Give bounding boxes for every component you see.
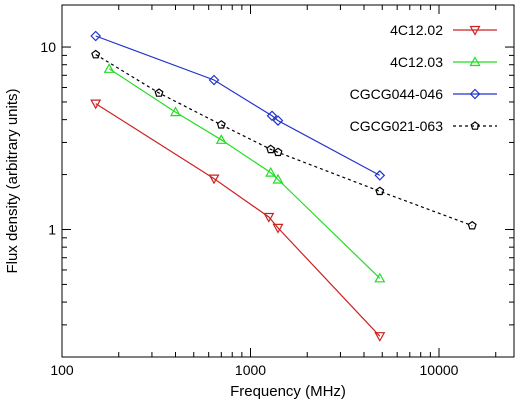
y-tick-label: 1: [48, 221, 56, 237]
data-point: [215, 134, 227, 144]
legend-item: 4C12.02: [390, 22, 497, 38]
data-point: [272, 115, 284, 126]
series-line: [95, 53, 473, 227]
series-line: [95, 35, 381, 176]
legend-item: 4C12.03: [390, 54, 497, 70]
data-point: [263, 212, 275, 223]
legend: 4C12.02 4C12.03 CGCG044-046 CGCG021-063: [350, 22, 497, 134]
data-point: [374, 272, 386, 283]
y-tick-label: 10: [40, 39, 56, 55]
x-tick-label: 100: [50, 362, 74, 378]
x-tick-label: 10000: [420, 362, 459, 378]
legend-label: 4C12.02: [390, 22, 443, 38]
legend-item: CGCG044-046: [350, 86, 497, 102]
legend-label: 4C12.03: [390, 54, 443, 70]
x-axis-label: Frequency (MHz): [230, 383, 346, 400]
data-point: [154, 88, 164, 97]
data-point: [265, 166, 277, 177]
data-point: [266, 110, 278, 122]
data-point: [266, 144, 276, 154]
series-4C12.03: [103, 63, 386, 283]
data-point: [467, 220, 477, 230]
data-point: [91, 49, 101, 59]
plot-frame: [61, 4, 515, 358]
data-point: [273, 147, 283, 157]
data-point: [103, 63, 115, 73]
y-axis-label: Flux density (arbitrary units): [4, 88, 21, 273]
legend-marker: [470, 121, 480, 130]
legend-marker: [469, 56, 481, 67]
legend-label: CGCG021-063: [350, 118, 444, 134]
legend-marker: [469, 88, 481, 100]
data-point: [169, 106, 182, 117]
series-4C12.02: [90, 99, 386, 342]
series-line: [95, 103, 381, 337]
series-CGCG044-046: [90, 30, 386, 181]
legend-marker: [469, 25, 481, 36]
legend-item: CGCG021-063: [350, 118, 497, 134]
data-point: [272, 173, 284, 184]
data-point: [374, 332, 386, 342]
axes: 100 1000 10000 1 10: [40, 5, 514, 378]
series-CGCG021-063: [91, 49, 477, 230]
legend-label: CGCG044-046: [350, 86, 444, 102]
data-point: [374, 170, 386, 181]
data-point: [272, 223, 284, 234]
data-point: [375, 186, 385, 196]
data-point: [208, 74, 220, 86]
data-point: [90, 30, 102, 42]
data-point: [216, 120, 226, 129]
series-line: [108, 68, 381, 279]
data-point: [208, 174, 220, 185]
data-point: [90, 99, 102, 110]
series-layer: [90, 30, 477, 342]
x-tick-label: 1000: [235, 362, 266, 378]
